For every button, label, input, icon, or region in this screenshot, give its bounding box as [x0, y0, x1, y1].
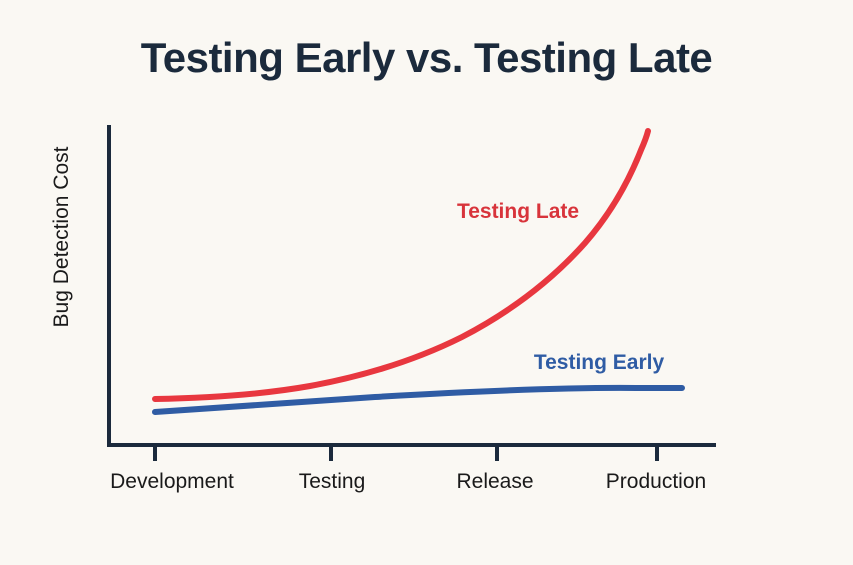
x-tick-label-testing: Testing — [298, 470, 366, 493]
series-label-testing-late: Testing Late — [456, 200, 580, 223]
series-line-testing-late — [152, 128, 651, 402]
series-label-testing-early: Testing Early — [533, 351, 665, 374]
x-tick-label-development: Development — [110, 470, 234, 493]
x-tick-label-production: Production — [605, 470, 707, 493]
chart-title: Testing Early vs. Testing Late — [140, 34, 713, 81]
series-line-testing-early — [152, 384, 685, 415]
x-tick-label-release: Release — [456, 470, 534, 493]
